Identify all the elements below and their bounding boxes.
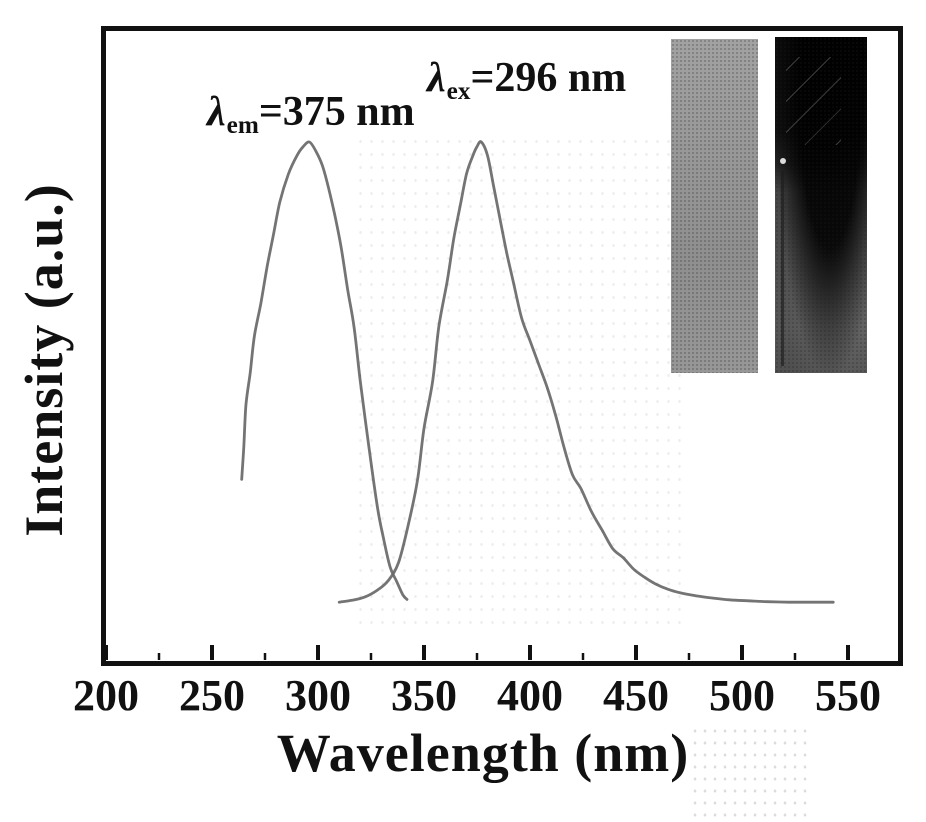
excitation-curve [240, 140, 409, 601]
spectra-curves [240, 140, 835, 604]
x-tick-label: 500 [709, 671, 775, 720]
inset-photo-right [775, 37, 867, 373]
photo-dither-texture [671, 39, 758, 373]
plot-frame [101, 26, 903, 666]
x-axis-title: Wavelength (nm) [276, 723, 690, 783]
x-tick-label: 250 [179, 671, 245, 720]
x-tick-label: 350 [391, 671, 457, 720]
lambda-symbol: λ [207, 89, 226, 135]
photo-dark-streak [781, 171, 785, 367]
lambda-subscript: em [226, 111, 259, 139]
lambda-symbol: λ [427, 55, 446, 101]
x-tick-label: 550 [815, 671, 881, 720]
inset-photo-left [671, 39, 758, 373]
annotation-emission-wavelength: λem=375 nm [207, 88, 415, 140]
annotation-value: =375 nm [258, 89, 415, 135]
photo-dither-texture [775, 37, 867, 373]
x-tick-label: 400 [497, 671, 563, 720]
x-tick-label: 450 [603, 671, 669, 720]
photo-glint-dot [779, 157, 786, 164]
photo-scratch-marks [786, 57, 842, 145]
lambda-subscript: ex [446, 77, 471, 105]
x-axis-ticks [104, 645, 850, 660]
x-tick-label: 300 [285, 671, 351, 720]
x-tick-label: 200 [73, 671, 139, 720]
emission-curve [337, 140, 835, 604]
y-axis-title: Intensity (a.u.) [14, 183, 74, 537]
annotation-value: =296 nm [470, 55, 627, 101]
annotation-excitation-wavelength: λex=296 nm [427, 54, 626, 106]
